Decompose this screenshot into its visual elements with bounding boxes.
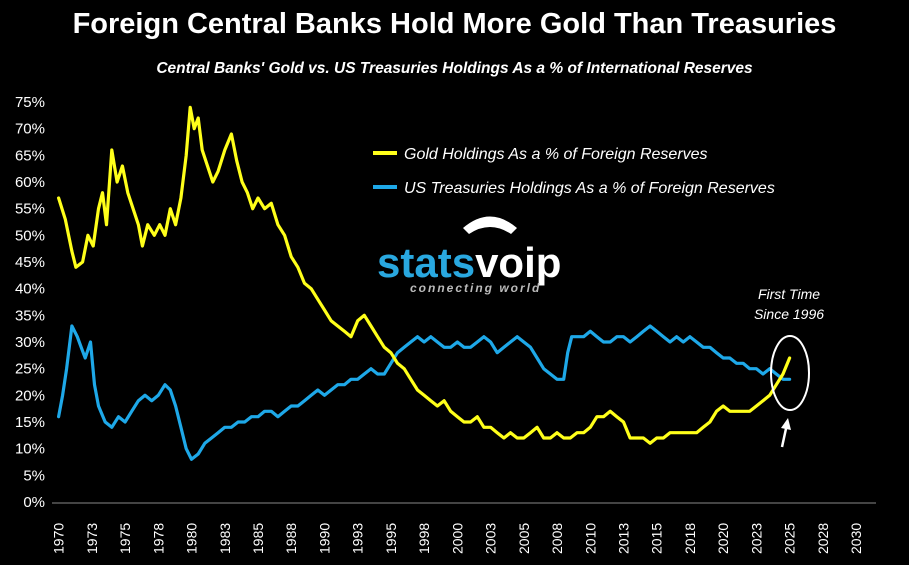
x-tick-label: 1990 — [316, 523, 332, 554]
x-tick-label: 2013 — [615, 523, 631, 554]
x-tick-label: 1980 — [184, 523, 200, 554]
x-tick-label: 1973 — [84, 523, 100, 554]
legend-label-treasuries: US Treasuries Holdings As a % of Foreign… — [404, 180, 775, 197]
y-tick-label: 55% — [15, 201, 45, 218]
legend-item-gold: Gold Holdings As a % of Foreign Reserves — [373, 146, 708, 163]
y-tick-label: 10% — [15, 441, 45, 458]
x-tick-label: 1985 — [250, 523, 266, 554]
chart-subtitle: Central Banks' Gold vs. US Treasuries Ho… — [156, 60, 753, 77]
y-tick-label: 15% — [15, 414, 45, 431]
watermark-brand-part2: voip — [475, 239, 561, 286]
x-tick-label: 2015 — [649, 523, 665, 554]
y-tick-label: 40% — [15, 281, 45, 298]
x-tick-label: 2010 — [582, 523, 598, 554]
x-tick-label: 2025 — [782, 523, 798, 554]
watermark-brand-part1: stats — [377, 239, 475, 286]
y-tick-label: 60% — [15, 174, 45, 191]
x-tick-label: 1975 — [117, 523, 133, 554]
legend-label-gold: Gold Holdings As a % of Foreign Reserves — [404, 146, 708, 163]
x-tick-label: 1998 — [416, 523, 432, 554]
annotation-line-1: First Time — [758, 286, 820, 302]
x-tick-label: 2000 — [449, 523, 465, 554]
x-tick-label: 1995 — [383, 523, 399, 554]
series-line-treasuries — [56, 324, 792, 461]
legend: Gold Holdings As a % of Foreign Reserves… — [373, 146, 775, 197]
x-axis: 1970 1973 1975 1978 1980 1983 1985 1988 1990 1993… — [51, 523, 864, 554]
y-tick-label: 35% — [15, 307, 45, 324]
watermark-tagline: connecting world — [410, 281, 541, 295]
x-tick-label: 2023 — [748, 523, 764, 554]
watermark: statsvoip connecting world — [377, 216, 561, 295]
y-tick-label: 0% — [23, 494, 45, 511]
x-tick-label: 2003 — [483, 523, 499, 554]
watermark-brand: statsvoip — [377, 239, 561, 286]
chart-title: Foreign Central Banks Hold More Gold Tha… — [72, 8, 837, 40]
x-tick-label: 2018 — [682, 523, 698, 554]
x-tick-label: 1978 — [150, 523, 166, 554]
x-tick-label: 2028 — [815, 523, 831, 554]
series-layer — [56, 105, 792, 461]
y-tick-label: 20% — [15, 387, 45, 404]
x-tick-label: 1993 — [350, 523, 366, 554]
annotation-circle — [770, 335, 810, 411]
annotation: First Time Since 1996 — [754, 286, 824, 448]
y-tick-label: 50% — [15, 227, 45, 244]
series-line-gold — [56, 105, 792, 445]
x-tick-label: 1970 — [51, 523, 67, 554]
x-tick-label: 1983 — [217, 523, 233, 554]
legend-item-treasuries: US Treasuries Holdings As a % of Foreign… — [373, 180, 775, 197]
x-tick-label: 1988 — [283, 523, 299, 554]
y-tick-label: 65% — [15, 147, 45, 164]
telephone-icon — [463, 216, 517, 234]
y-tick-label: 25% — [15, 361, 45, 378]
x-tick-label: 2008 — [549, 523, 565, 554]
y-tick-label: 30% — [15, 334, 45, 351]
y-tick-label: 5% — [23, 467, 45, 484]
y-tick-label: 75% — [15, 94, 45, 111]
annotation-line-2: Since 1996 — [754, 306, 824, 322]
y-tick-label: 45% — [15, 254, 45, 271]
y-tick-label: 70% — [15, 121, 45, 138]
x-tick-label: 2005 — [516, 523, 532, 554]
x-tick-label: 2020 — [715, 523, 731, 554]
x-tick-label: 2030 — [848, 523, 864, 554]
y-axis: 0% 5% 10% 15% 20% 25% 30% 35% 40% 45% 50% 55% 60% 65%… — [15, 94, 45, 511]
annotation-arrow-head — [781, 418, 791, 430]
